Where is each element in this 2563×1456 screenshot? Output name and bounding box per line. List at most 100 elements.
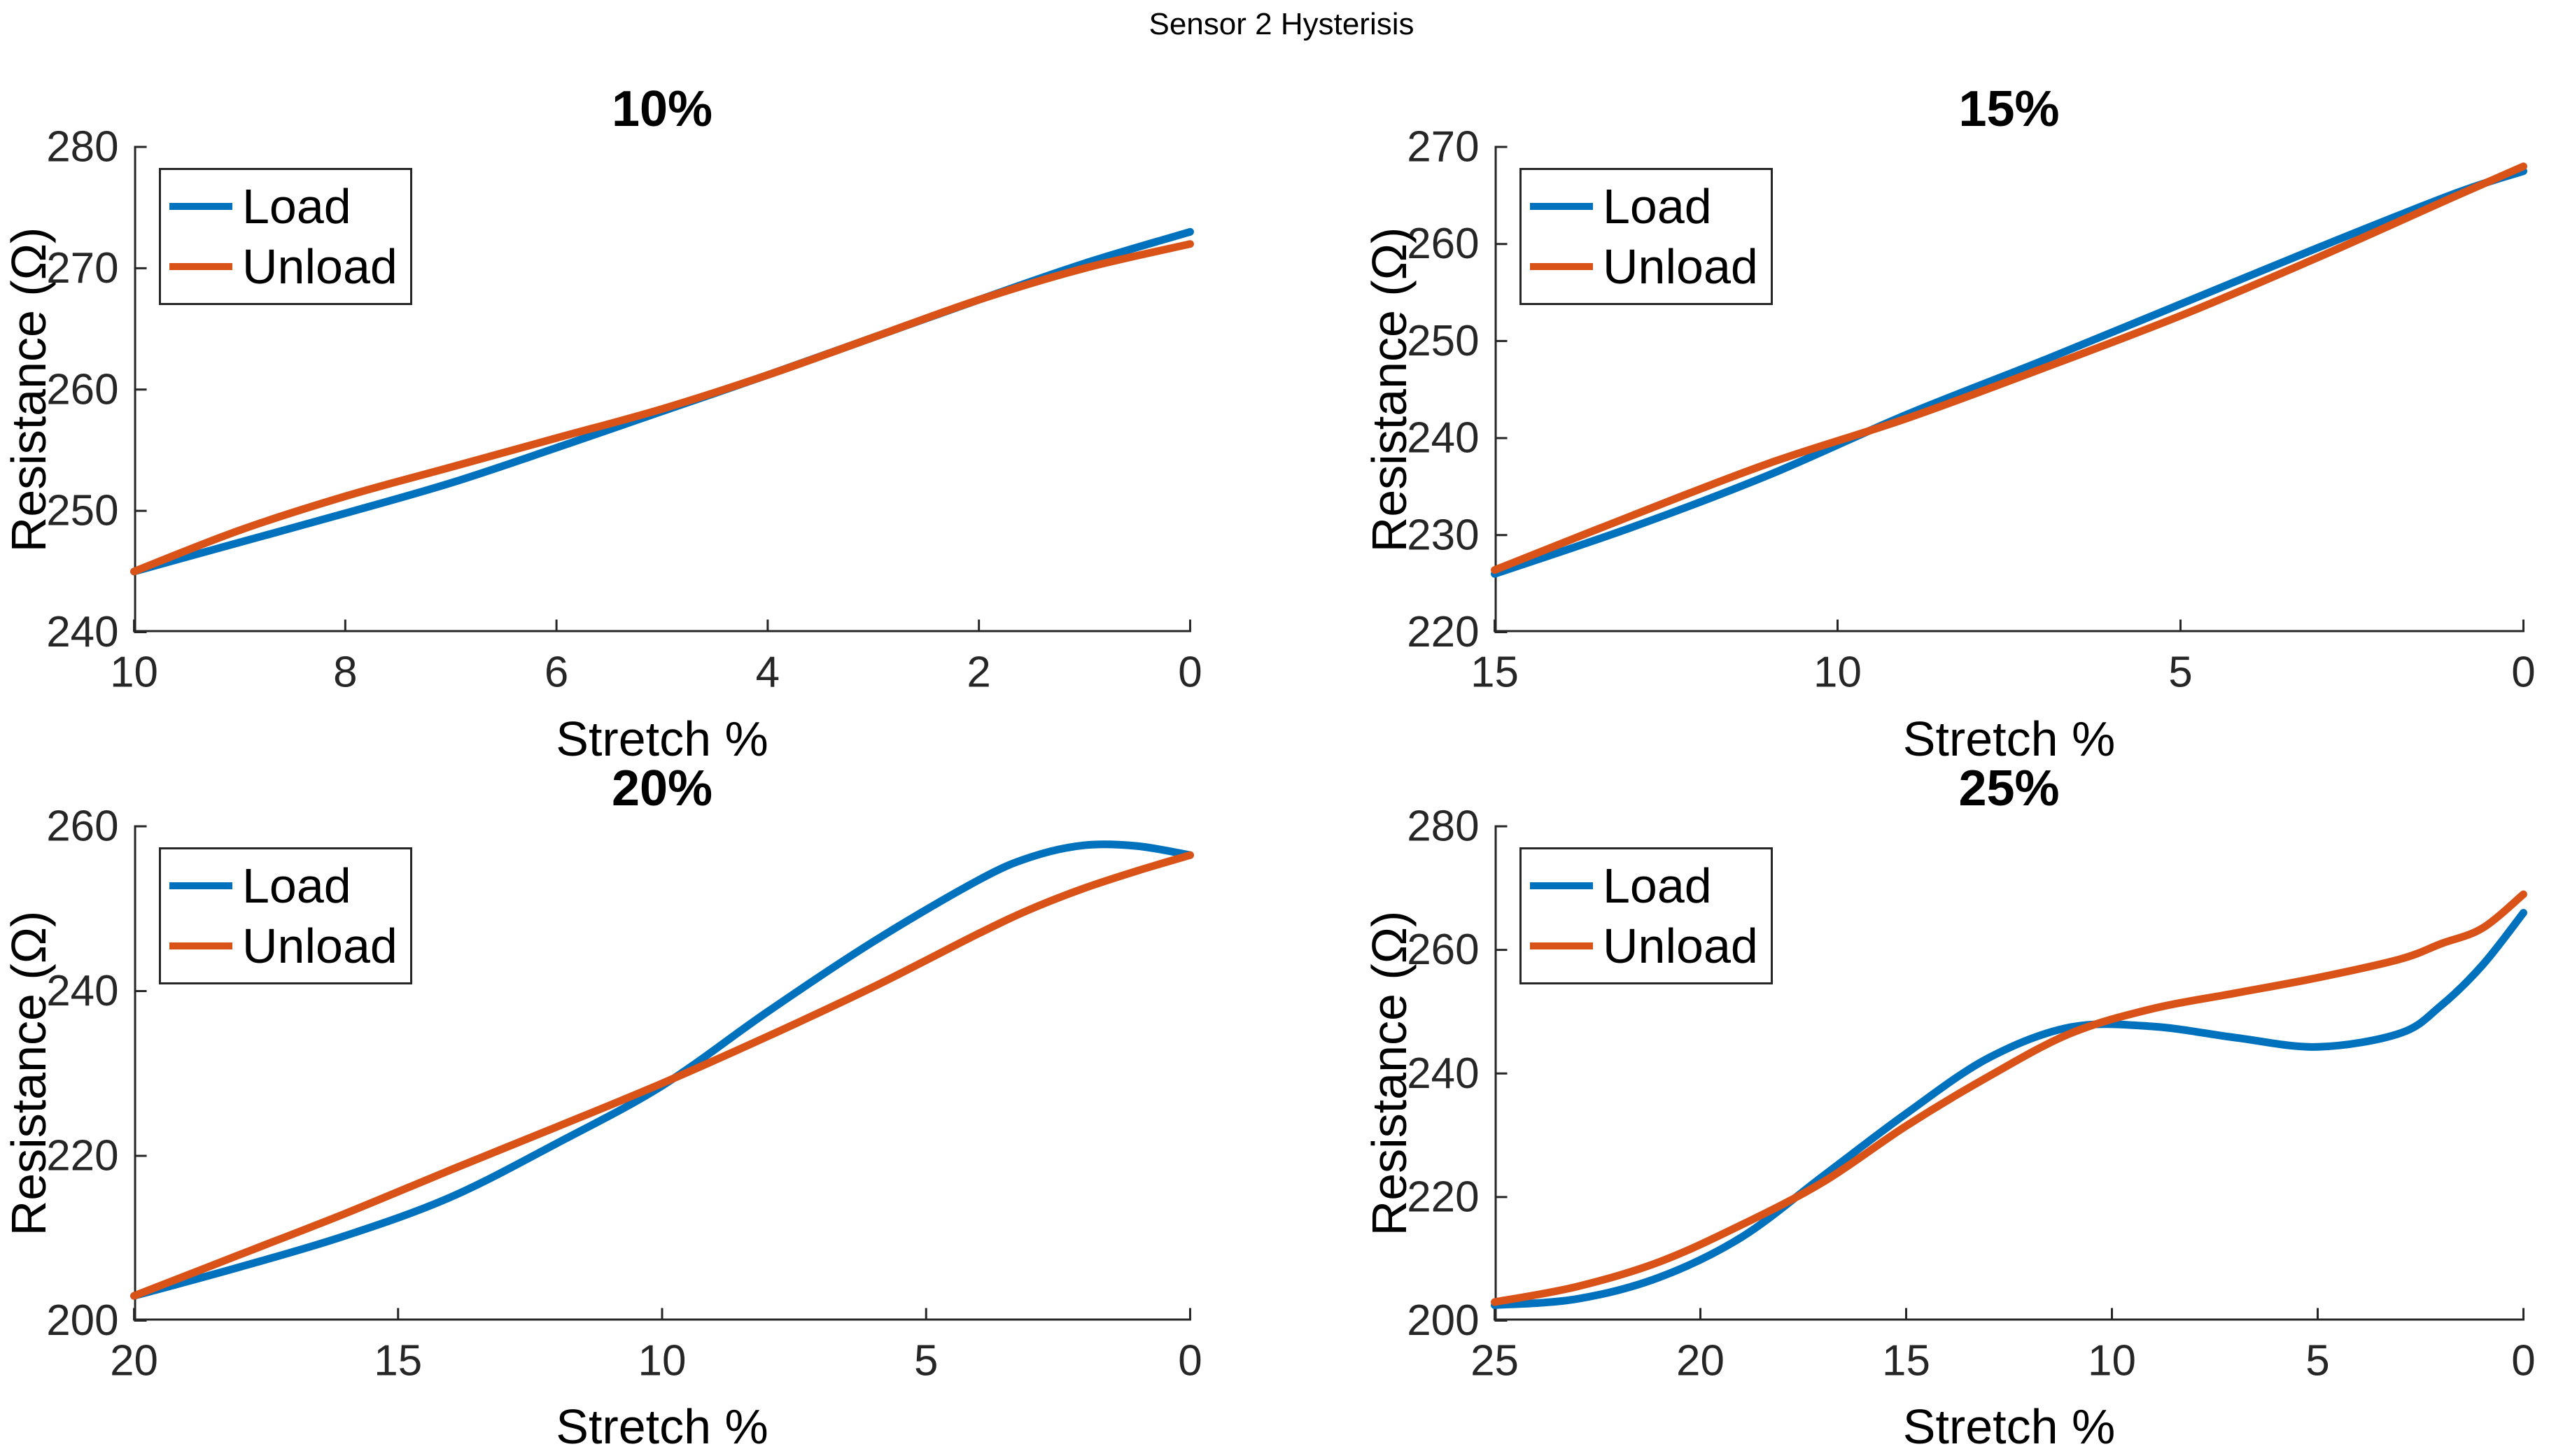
- x-tick-label: 6: [545, 648, 568, 696]
- x-tick-label: 20: [1676, 1336, 1725, 1385]
- unload-curve: [1491, 890, 2527, 1306]
- y-tick-label: 250: [1407, 317, 1479, 365]
- x-tick-label: 2: [967, 648, 990, 696]
- plot-area: 15% Resistance (Ω) 15 10 5 0 220 230 240 250 260…: [1362, 81, 2536, 766]
- figure-title: Sensor 2 Hysterisis: [1149, 7, 1414, 41]
- load-line-swatch: [1530, 882, 1593, 889]
- unload-line-swatch: [169, 263, 232, 270]
- x-tick-label: 0: [2511, 648, 2535, 696]
- y-tick-label: 200: [46, 1296, 118, 1345]
- plot-area: 20% Resistance (Ω) 20 15 10 5 0 200 220 240 260 …: [1, 761, 1202, 1455]
- y-tick-label: 240: [46, 967, 118, 1015]
- load-line-swatch: [1530, 203, 1593, 210]
- y-axis-label: Resistance (Ω): [1362, 227, 1417, 553]
- load-line-swatch: [169, 203, 232, 210]
- legend: Load Unload: [1519, 168, 1773, 305]
- x-tick-label: 15: [374, 1336, 422, 1385]
- y-tick-label: 260: [46, 802, 118, 850]
- x-tick-label: 15: [1882, 1336, 1930, 1385]
- y-tick-label: 260: [1407, 220, 1479, 268]
- x-tick-label: 0: [1178, 648, 1202, 696]
- legend-entry-unload: Unload: [169, 239, 398, 295]
- y-tick-label: 270: [1407, 123, 1479, 171]
- x-tick-label: 15: [1470, 648, 1519, 696]
- y-tick-label: 270: [46, 244, 118, 292]
- legend: Load Unload: [159, 168, 412, 305]
- y-tick-label: 220: [1407, 608, 1479, 656]
- load-curve: [1491, 908, 2527, 1309]
- unload-line-swatch: [1530, 263, 1593, 270]
- x-tick-label: 5: [2168, 648, 2192, 696]
- y-tick-label: 280: [1407, 802, 1479, 850]
- legend: Load Unload: [1519, 847, 1773, 984]
- y-tick-label: 220: [1407, 1173, 1479, 1221]
- subplot-20-percent: 20% Resistance (Ω) 20 15 10 5 0 200 220 240 260 …: [0, 728, 1282, 1456]
- subplot-title: 20%: [611, 760, 713, 817]
- legend-label: Unload: [1603, 239, 1758, 294]
- legend-label: Load: [242, 179, 351, 234]
- x-tick-label: 20: [110, 1336, 158, 1385]
- subplot-10-percent: 10% Resistance (Ω) 10 8 6 4 2 0 240 250 260 270 28…: [0, 0, 1282, 766]
- load-line-swatch: [169, 882, 232, 889]
- y-tick-label: 280: [46, 123, 118, 171]
- legend-entry-load: Load: [1530, 178, 1758, 234]
- plot-canvas: 25 20 15 10 5 0 200 220 240 260 280: [1407, 802, 2536, 1385]
- y-tick-label: 240: [1407, 1049, 1479, 1097]
- legend-entry-unload: Unload: [169, 918, 398, 974]
- legend-label: Load: [1603, 858, 1712, 913]
- plot-canvas: 15 10 5 0 220 230 240 250 260 270: [1407, 123, 2535, 697]
- y-tick-label: 240: [1407, 414, 1479, 462]
- x-axis-label: Stretch %: [556, 1399, 768, 1454]
- legend-label: Unload: [1603, 918, 1758, 973]
- x-tick-label: 0: [2511, 1336, 2535, 1385]
- legend-entry-load: Load: [169, 858, 398, 914]
- subplot-15-percent: 15% Resistance (Ω) 15 10 5 0 220 230 240 250 260…: [1282, 0, 2563, 766]
- x-axis-label: Stretch %: [1902, 1399, 2116, 1454]
- unload-line-swatch: [169, 942, 232, 949]
- y-tick-label: 250: [46, 487, 118, 535]
- unload-curve: [130, 240, 1194, 576]
- y-tick-label: 220: [46, 1131, 118, 1180]
- x-tick-label: 4: [756, 648, 780, 696]
- subplot-25-percent: 25% Resistance (Ω) 25 20 15 10 5 0 200 220 240 26…: [1282, 728, 2563, 1456]
- unload-curve: [130, 851, 1194, 1300]
- legend-label: Unload: [242, 239, 398, 294]
- x-tick-label: 25: [1470, 1336, 1519, 1385]
- plot-canvas: 10 8 6 4 2 0 240 250 260 270 280: [46, 123, 1202, 697]
- legend-label: Load: [242, 858, 351, 913]
- legend-entry-load: Load: [1530, 858, 1758, 914]
- y-axis-label: Resistance (Ω): [1, 910, 56, 1236]
- x-tick-label: 5: [2305, 1336, 2329, 1385]
- x-tick-label: 10: [110, 648, 158, 696]
- load-curve: [1491, 167, 2527, 578]
- legend: Load Unload: [159, 847, 412, 984]
- y-tick-label: 260: [46, 365, 118, 414]
- x-tick-label: 10: [1813, 648, 1862, 696]
- legend-entry-unload: Unload: [1530, 239, 1758, 295]
- y-tick-label: 260: [1407, 926, 1479, 974]
- x-tick-label: 8: [333, 648, 357, 696]
- x-tick-label: 0: [1178, 1336, 1202, 1385]
- legend-entry-unload: Unload: [1530, 918, 1758, 974]
- subplot-title: 15%: [1958, 81, 2060, 137]
- x-tick-label: 5: [914, 1336, 938, 1385]
- unload-line-swatch: [1530, 942, 1593, 949]
- plot-area: 25% Resistance (Ω) 25 20 15 10 5 0 200 220 240 26…: [1362, 761, 2536, 1455]
- plot-area: 10% Resistance (Ω) 10 8 6 4 2 0 240 250 260 270 28…: [1, 81, 1202, 766]
- legend-label: Unload: [242, 918, 398, 973]
- x-tick-label: 10: [638, 1336, 687, 1385]
- subplot-title: 10%: [611, 81, 713, 137]
- x-axis-label: Stretch %: [1902, 711, 2116, 766]
- y-tick-label: 240: [46, 608, 118, 656]
- x-axis-label: Stretch %: [556, 711, 768, 766]
- legend-label: Load: [1603, 179, 1712, 234]
- legend-entry-load: Load: [169, 178, 398, 234]
- unload-curve: [1491, 162, 2527, 574]
- plot-canvas: 20 15 10 5 0 200 220 240 260: [46, 802, 1202, 1385]
- load-curve: [130, 840, 1194, 1300]
- y-tick-label: 200: [1407, 1296, 1479, 1345]
- subplot-title: 25%: [1958, 760, 2060, 817]
- y-tick-label: 230: [1407, 511, 1479, 559]
